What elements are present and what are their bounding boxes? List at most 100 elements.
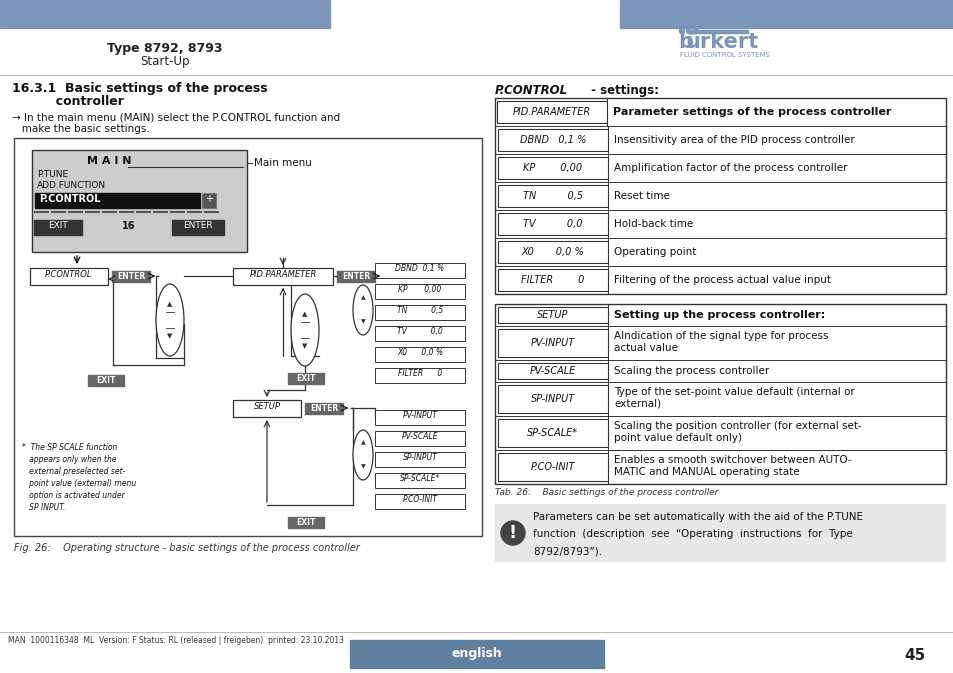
Text: appears only when the: appears only when the [22, 455, 116, 464]
Text: Enables a smooth switchover between AUTO-: Enables a smooth switchover between AUTO… [614, 455, 851, 465]
Bar [497, 269, 607, 291]
Bar [305, 403, 343, 414]
Bar [497, 307, 607, 323]
Bar [497, 185, 607, 207]
Text: Main menu: Main menu [253, 158, 312, 168]
Text: Reset time: Reset time [614, 191, 669, 201]
Text: Tab. 26:    Basic settings of the process controller: Tab. 26: Basic settings of the process c… [495, 488, 718, 497]
Bar [233, 268, 333, 285]
Text: 8792/8793”).: 8792/8793”). [533, 546, 601, 556]
Text: TV          0,0: TV 0,0 [522, 219, 582, 229]
Text: P.CO-INIT: P.CO-INIT [530, 462, 575, 472]
Text: +: + [205, 194, 213, 204]
Text: P.TUNE: P.TUNE [37, 170, 68, 179]
Bar [497, 419, 607, 447]
Text: 16.3.1  Basic settings of the process: 16.3.1 Basic settings of the process [12, 82, 268, 95]
Text: TN          0,5: TN 0,5 [522, 191, 582, 201]
Text: P.CONTROL: P.CONTROL [39, 194, 100, 204]
Circle shape [693, 28, 698, 34]
Text: FLUID CONTROL SYSTEMS: FLUID CONTROL SYSTEMS [679, 52, 769, 58]
Bar [375, 452, 464, 467]
Text: ENTER: ENTER [117, 272, 145, 281]
Bar [112, 271, 150, 282]
Bar [202, 193, 215, 208]
Bar [497, 453, 607, 481]
Text: DBND  0,1 %: DBND 0,1 % [395, 264, 444, 273]
Text: EXIT: EXIT [96, 376, 115, 385]
Text: FILTER        0: FILTER 0 [520, 275, 584, 285]
Text: ▲: ▲ [360, 295, 365, 301]
Ellipse shape [353, 285, 373, 335]
Text: ▲: ▲ [167, 301, 172, 307]
Ellipse shape [291, 294, 318, 366]
Bar [497, 241, 607, 263]
Text: Operating point: Operating point [614, 247, 696, 257]
Bar [34, 220, 82, 235]
Text: Type of the set-point value default (internal or: Type of the set-point value default (int… [614, 387, 854, 397]
Text: ENTER: ENTER [341, 272, 370, 281]
Text: SP-SCALE*: SP-SCALE* [527, 428, 578, 438]
Text: MAN  1000116348  ML  Version: F Status: RL (released | freigeben)  printed: 23.1: MAN 1000116348 ML Version: F Status: RL … [8, 636, 344, 645]
Circle shape [679, 28, 684, 34]
Bar [375, 305, 464, 320]
Bar [497, 329, 607, 357]
Text: PV-INPUT: PV-INPUT [402, 411, 437, 420]
Bar [0, 0, 330, 28]
Text: PID.PARAMETER: PID.PARAMETER [249, 270, 316, 279]
Text: TV          0,0: TV 0,0 [396, 327, 442, 336]
Text: SETUP: SETUP [537, 310, 568, 320]
Bar [375, 368, 464, 383]
Bar [375, 347, 464, 362]
Text: Alndication of the signal type for process: Alndication of the signal type for proce… [614, 331, 827, 341]
Bar [32, 150, 247, 252]
Text: Amplification factor of the process controller: Amplification factor of the process cont… [614, 163, 846, 173]
Text: ▼: ▼ [360, 464, 365, 470]
Text: ▲: ▲ [302, 311, 308, 317]
Bar [497, 129, 607, 151]
Text: ADD.FUNCTION: ADD.FUNCTION [37, 181, 106, 190]
Text: english: english [451, 647, 502, 660]
Text: EXIT: EXIT [48, 221, 68, 230]
Text: Hold-back time: Hold-back time [614, 219, 693, 229]
Bar [375, 431, 464, 446]
Text: make the basic settings.: make the basic settings. [12, 124, 150, 134]
Text: Filtering of the process actual value input: Filtering of the process actual value in… [614, 275, 830, 285]
Text: external preselected set-: external preselected set- [22, 467, 125, 476]
Text: FILTER      0: FILTER 0 [397, 369, 441, 378]
Bar [495, 98, 945, 294]
Bar [336, 271, 375, 282]
Bar [350, 640, 603, 668]
Text: SETUP: SETUP [253, 402, 280, 411]
Circle shape [500, 521, 524, 545]
Text: Type 8792, 8793: Type 8792, 8793 [107, 42, 222, 55]
Text: Start-Up: Start-Up [140, 55, 190, 68]
Text: ▼: ▼ [167, 333, 172, 339]
Text: actual value: actual value [614, 343, 678, 353]
Text: PV-SCALE: PV-SCALE [529, 366, 576, 376]
Bar [375, 263, 464, 278]
Bar [288, 517, 324, 528]
Text: option is activated under: option is activated under [22, 491, 125, 500]
Bar [497, 363, 607, 379]
Text: function  (description  see  “Operating  instructions  for  Type: function (description see “Operating ins… [533, 529, 852, 539]
Text: P.CONTROL: P.CONTROL [45, 270, 92, 279]
Text: SP-INPUT: SP-INPUT [530, 394, 575, 404]
Text: X0      0,0 %: X0 0,0 % [396, 348, 442, 357]
Ellipse shape [156, 284, 184, 356]
Bar [495, 304, 945, 484]
Text: Scaling the position controller (for external set-: Scaling the position controller (for ext… [614, 421, 861, 431]
Text: ▲: ▲ [360, 441, 365, 446]
Text: KP        0,00: KP 0,00 [523, 163, 582, 173]
Text: PV-SCALE: PV-SCALE [401, 432, 437, 441]
Text: Parameter settings of the process controller: Parameter settings of the process contro… [613, 107, 890, 117]
Bar [14, 138, 481, 536]
Bar [172, 220, 224, 235]
Bar [375, 326, 464, 341]
Text: *  The SP SCALE function: * The SP SCALE function [22, 443, 117, 452]
Text: P.CO-INIT: P.CO-INIT [402, 495, 437, 504]
Text: ▼: ▼ [360, 320, 365, 324]
Bar [497, 385, 607, 413]
Text: ürkert: ürkert [684, 32, 758, 52]
Text: Fig. 26:    Operating structure - basic settings of the process controller: Fig. 26: Operating structure - basic set… [14, 543, 359, 553]
Bar [687, 30, 747, 32]
